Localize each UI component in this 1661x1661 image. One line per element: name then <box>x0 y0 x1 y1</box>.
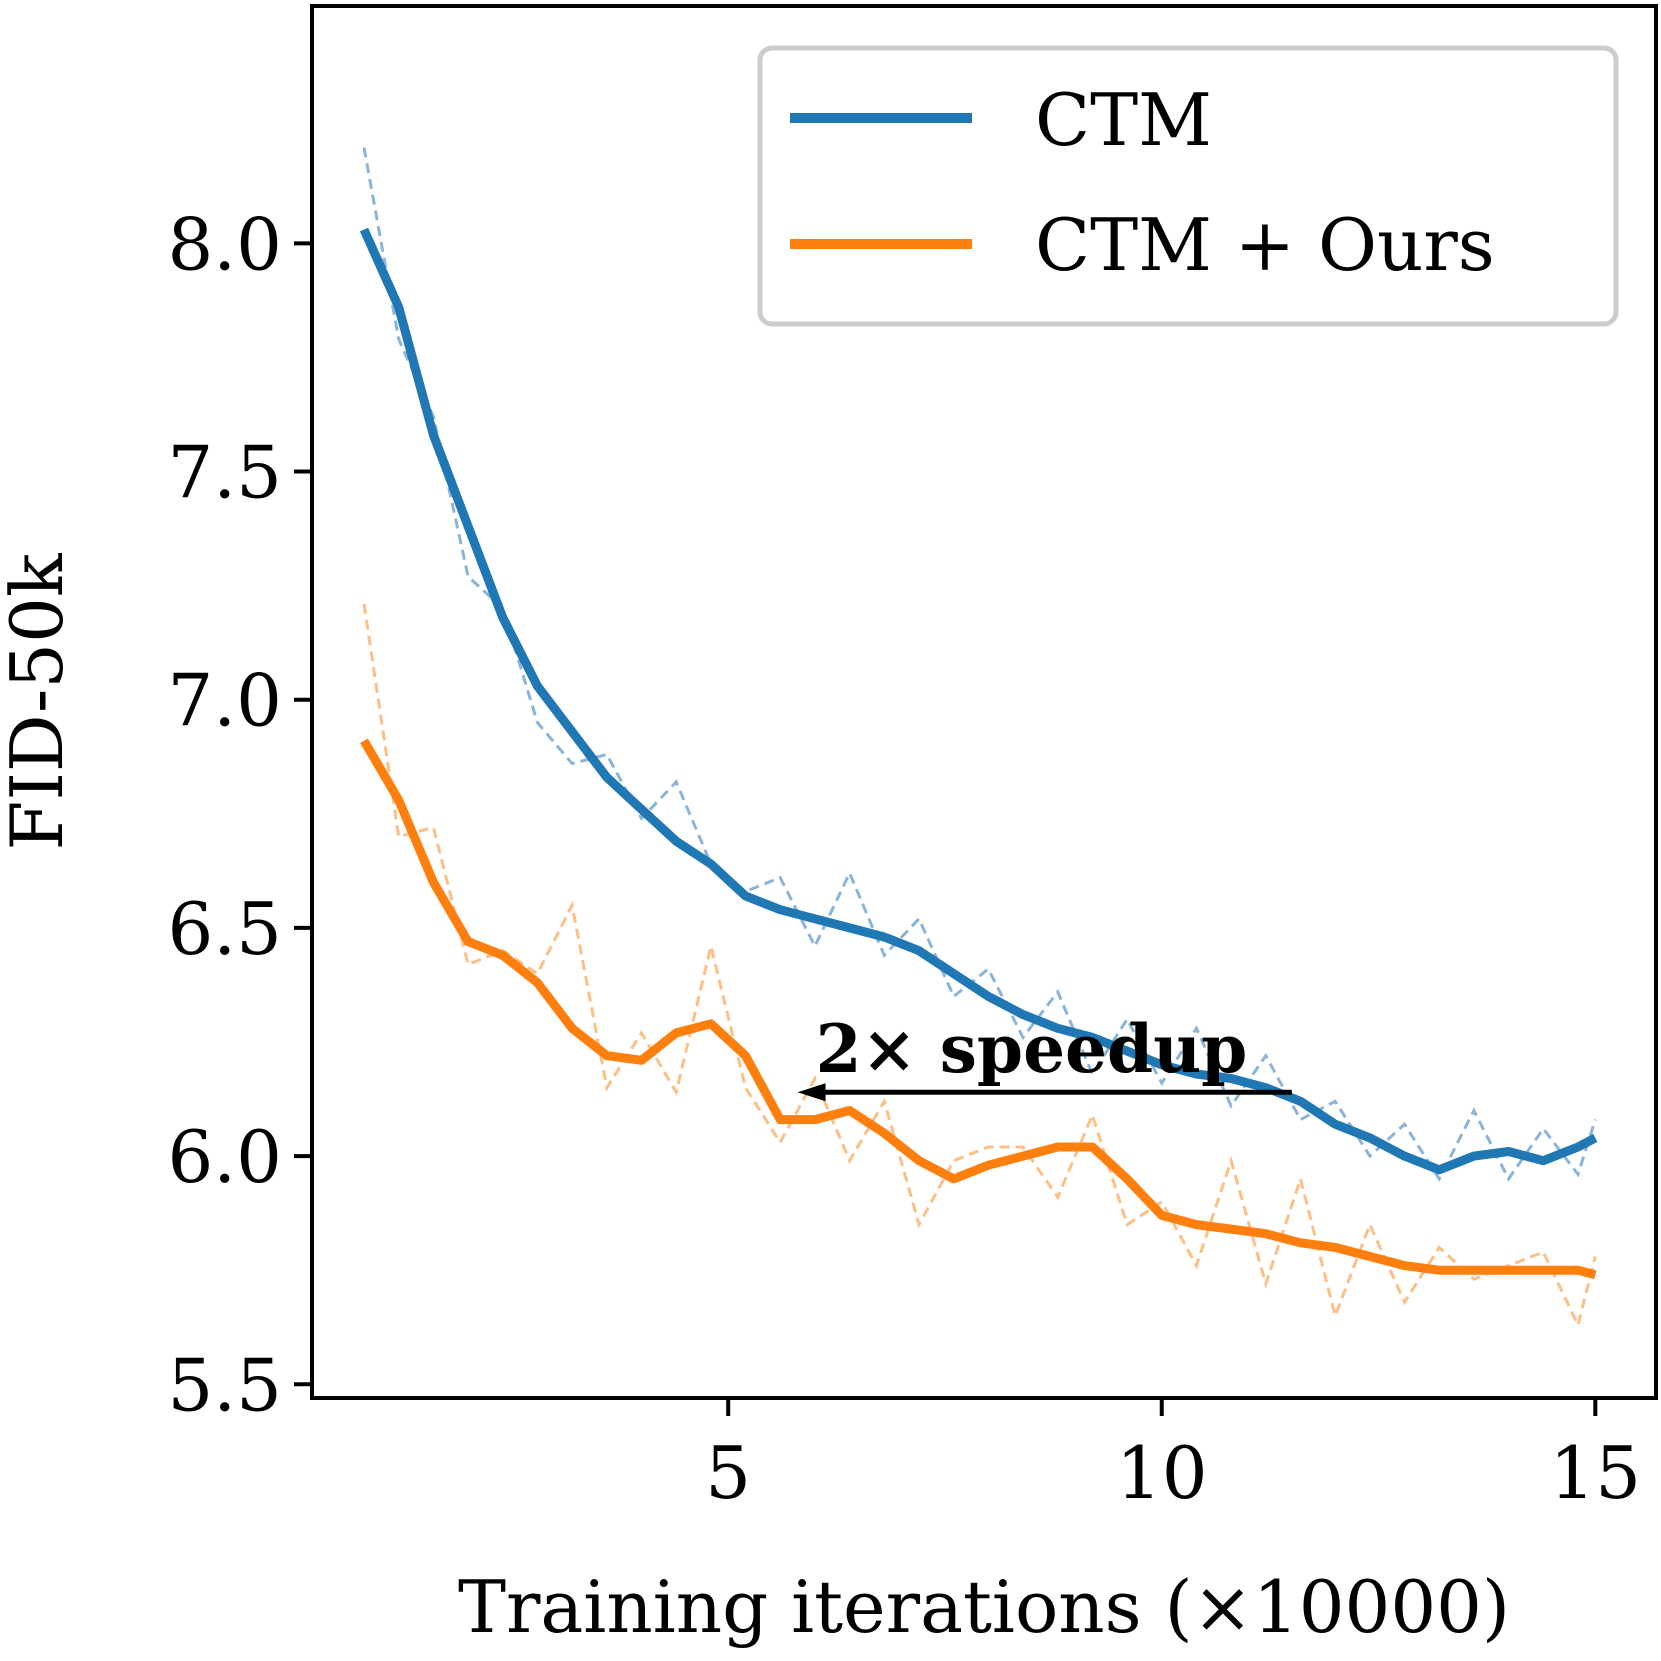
raw-line-ctm-ours <box>362 603 1597 1330</box>
plot-frame <box>310 4 1658 1400</box>
legend: CTM CTM + Ours <box>757 45 1619 327</box>
y-axis-label: FID-50k <box>0 552 79 850</box>
smoothed-line-ctm-ours <box>360 738 1597 1280</box>
y-axis: 5.5 6.0 6.5 7.0 7.5 8.0 <box>167 202 312 1427</box>
x-tick-label: 5 <box>705 1431 751 1515</box>
smoothed-line-ctm <box>359 227 1598 1175</box>
x-axis: 5 10 15 <box>705 1398 1641 1515</box>
speedup-arrow-head <box>797 1083 826 1102</box>
legend-label-ctm: CTM <box>1035 78 1212 162</box>
x-tick-label: 15 <box>1549 1431 1641 1515</box>
x-axis-label: Training iterations (×10000) <box>458 1565 1510 1649</box>
raw-series-layer <box>362 147 1597 1330</box>
y-tick-label: 7.5 <box>167 431 282 515</box>
y-tick-label: 6.5 <box>167 887 282 971</box>
raw-line-ctm <box>362 147 1597 1182</box>
x-tick-label: 10 <box>1116 1431 1208 1515</box>
legend-box <box>757 45 1619 327</box>
y-tick-label: 6.0 <box>167 1115 282 1199</box>
legend-label-ctm-ours: CTM + Ours <box>1035 203 1495 287</box>
smoothed-series-layer <box>359 227 1598 1280</box>
y-tick-label: 7.0 <box>167 659 282 743</box>
speedup-annotation: 2× speedup <box>816 1010 1248 1088</box>
y-tick-label: 5.5 <box>167 1343 282 1427</box>
annotation-layer: 2× speedup <box>797 1010 1292 1102</box>
y-tick-label: 8.0 <box>167 202 282 286</box>
